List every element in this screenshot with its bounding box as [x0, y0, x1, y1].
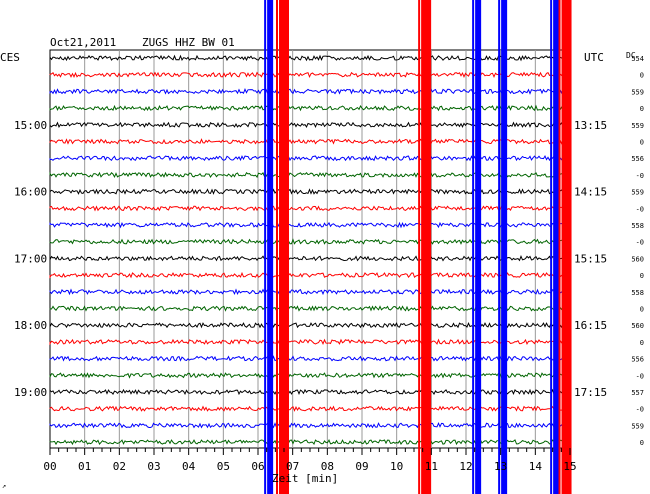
- plot-frame: [50, 50, 570, 448]
- seismic-trace: [50, 56, 569, 60]
- seismic-trace: [50, 340, 569, 344]
- dc-value: -0: [636, 406, 644, 414]
- x-tick-label: 12: [459, 460, 472, 473]
- event-burst: [279, 0, 289, 494]
- event-burst: [553, 0, 559, 494]
- dc-value: 559: [631, 88, 644, 96]
- seismic-trace: [50, 240, 569, 244]
- seismic-trace: [50, 256, 569, 260]
- x-tick-label: 02: [113, 460, 126, 473]
- x-tick-label: 10: [390, 460, 403, 473]
- seismic-trace: [50, 206, 569, 210]
- dc-value: 0: [640, 339, 644, 347]
- seismic-trace: [50, 173, 569, 177]
- x-tick-label: 05: [217, 460, 230, 473]
- right-hour-label: 13:15: [574, 119, 607, 132]
- dc-value: -0: [636, 205, 644, 213]
- seismic-trace: [50, 273, 569, 277]
- x-tick-label: 11: [425, 460, 438, 473]
- seismic-trace: [50, 73, 569, 77]
- dc-value: 560: [631, 255, 644, 263]
- dc-value: 0: [640, 139, 644, 147]
- right-zone-label: UTC: [584, 51, 604, 64]
- left-zone-label: CES: [0, 51, 20, 64]
- right-hour-label: 16:15: [574, 319, 607, 332]
- dc-value: 559: [631, 422, 644, 430]
- left-hour-label: 19:00: [14, 386, 47, 399]
- x-tick-label: 14: [529, 460, 543, 473]
- x-tick-label: 01: [78, 460, 91, 473]
- dc-value: -0: [636, 239, 644, 247]
- corner-mark: ↗: [2, 482, 6, 490]
- seismic-trace: [50, 357, 569, 361]
- x-tick-label: 15: [563, 460, 576, 473]
- dc-value: -0: [636, 372, 644, 380]
- x-tick-label: 09: [355, 460, 368, 473]
- seismic-trace: [50, 390, 569, 394]
- seismogram-plot: Oct21,2011 ZUGS HHZ BW 01 CES UTC DC 00 0…: [0, 0, 650, 494]
- dc-value: 0: [640, 72, 644, 80]
- seismic-trace: [50, 290, 569, 294]
- seismic-trace: [50, 306, 569, 310]
- seismic-trace: [50, 139, 569, 143]
- dc-value: 554: [631, 55, 644, 63]
- event-burst: [475, 0, 481, 494]
- seismic-trace: [50, 373, 569, 377]
- trace-layer: [50, 56, 569, 444]
- dc-value: 558: [631, 222, 644, 230]
- date-label: Oct21,2011: [50, 36, 116, 49]
- left-hour-label: 15:00: [14, 119, 47, 132]
- x-axis-title: Zeit [min]: [272, 472, 338, 485]
- seismic-trace: [50, 190, 569, 194]
- right-hour-label: 17:15: [574, 386, 607, 399]
- left-hour-label: 16:00: [14, 186, 47, 199]
- event-burst: [421, 0, 431, 494]
- dc-value: 557: [631, 389, 644, 397]
- x-tick-label: 03: [147, 460, 160, 473]
- station-label: ZUGS HHZ BW 01: [142, 36, 235, 49]
- seismic-trace: [50, 223, 569, 227]
- dc-value: 556: [631, 356, 644, 364]
- x-tick-label: 06: [251, 460, 264, 473]
- dc-value: 559: [631, 122, 644, 130]
- dc-value: 556: [631, 155, 644, 163]
- dc-value: 0: [640, 439, 644, 447]
- seismic-trace: [50, 89, 569, 93]
- right-hour-label: 14:15: [574, 186, 607, 199]
- dc-value: 559: [631, 189, 644, 197]
- seismic-trace: [50, 123, 569, 127]
- seismic-trace: [50, 407, 569, 411]
- seismic-trace: [50, 106, 569, 110]
- left-hour-label: 17:00: [14, 252, 47, 265]
- left-hour-label: 18:00: [14, 319, 47, 332]
- dc-value: 560: [631, 322, 644, 330]
- event-burst: [562, 0, 572, 494]
- seismic-trace: [50, 440, 569, 444]
- seismic-trace: [50, 323, 569, 327]
- event-burst: [267, 0, 273, 494]
- dc-value: 0: [640, 306, 644, 314]
- seismic-trace: [50, 423, 569, 427]
- x-tick-label: 00: [43, 460, 56, 473]
- x-tick-label: 13: [494, 460, 507, 473]
- hour-labels: 15:00 16:00 17:00 18:00 19:00 13:15 14:15 15:15…: [14, 55, 644, 447]
- right-hour-label: 15:15: [574, 252, 607, 265]
- x-tick-label: 04: [182, 460, 196, 473]
- dc-value: -0: [636, 172, 644, 180]
- x-axis: 00 01 02 03 04 05 06 07 08 09 10 11 12 13 14 15: [43, 448, 576, 473]
- event-burst: [501, 0, 507, 494]
- dc-value: 0: [640, 272, 644, 280]
- dc-value: 558: [631, 289, 644, 297]
- seismic-trace: [50, 156, 569, 160]
- dc-value: 0: [640, 105, 644, 113]
